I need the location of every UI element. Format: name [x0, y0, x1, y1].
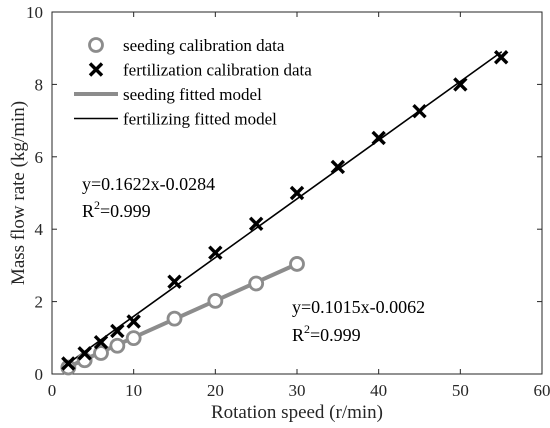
seeding-data-point	[248, 275, 265, 292]
legend-label: fertilization calibration data	[123, 61, 312, 80]
fertilization-data-point	[208, 245, 223, 260]
fertilizing-r2: R2=0.999	[82, 198, 151, 221]
fertilization-data-point	[248, 216, 264, 231]
y-tick-label: 0	[35, 365, 44, 384]
y-tick-label: 2	[35, 293, 44, 312]
annotation-seeding: y=0.1015x-0.0062 R2=0.999	[292, 297, 425, 345]
fertilizing-r2-label: R	[82, 201, 94, 221]
x-tick-label: 20	[207, 381, 224, 400]
annotation-fertilizing: y=0.1622x-0.0284 R2=0.999	[82, 174, 215, 221]
axis-tick-labels: 0 10 20 30 40 50 60 0 2 4 6 8 10	[26, 3, 550, 400]
seeding-data-point	[93, 345, 109, 361]
y-tick-label: 4	[35, 220, 44, 239]
y-tick-label: 10	[26, 3, 43, 22]
fertilization-data-point	[412, 103, 427, 119]
fertilizing-r2-sup: 2	[94, 198, 100, 212]
x-tick-label: 0	[48, 381, 57, 400]
seeding-r2-label: R	[292, 325, 304, 345]
series-layer	[60, 50, 509, 376]
legend-label: seeding fitted model	[123, 85, 262, 104]
fertilization-data-point	[93, 334, 109, 350]
fertilization-data-point	[289, 185, 305, 201]
seeding-r2-value: =0.999	[310, 325, 361, 345]
fertilization-data-point	[371, 130, 386, 146]
fertilization-data-point	[110, 323, 125, 339]
legend-item: fertilizing fitted model	[74, 110, 277, 129]
seeding-r2-sup: 2	[304, 322, 310, 336]
fertilizing-fitted-line	[63, 51, 502, 368]
legend-item: seeding fitted model	[74, 85, 262, 104]
axis-ticks	[51, 11, 543, 375]
x-axis-title: Rotation speed (r/min)	[211, 402, 383, 423]
seeding-data-point	[207, 292, 224, 309]
fertilization-data-point	[453, 77, 468, 92]
y-axis-title: Mass flow rate (kg/min)	[8, 101, 29, 285]
seeding-data-point	[109, 337, 126, 354]
seeding-data-point	[166, 310, 183, 327]
legend-label: fertilizing fitted model	[123, 110, 277, 129]
x-tick-label: 60	[534, 381, 550, 400]
seeding-data-point	[60, 359, 77, 376]
fertilization-data-point	[126, 314, 141, 329]
legend-item: fertilization calibration data	[88, 61, 312, 80]
x-tick-label: 30	[289, 381, 306, 400]
x-tick-label: 40	[370, 381, 387, 400]
legend-x-marker	[88, 62, 104, 77]
fertilization-data-point	[330, 159, 346, 175]
seeding-data-point	[125, 330, 142, 347]
fertilization-data-point	[493, 50, 509, 65]
fertilization-data-point	[77, 346, 92, 361]
legend: seeding calibration data fertilization ca…	[74, 36, 312, 129]
x-tick-label: 10	[125, 381, 142, 400]
x-tick-label: 50	[452, 381, 469, 400]
legend-circle-marker	[88, 37, 104, 53]
legend-item: seeding calibration data	[88, 36, 285, 55]
legend-label: seeding calibration data	[123, 36, 285, 55]
fertilizing-r2-value: =0.999	[100, 201, 151, 221]
fertilization-data-point	[167, 274, 182, 289]
fertilization-data-point	[61, 356, 76, 371]
y-tick-label: 6	[35, 148, 44, 167]
seeding-data-point	[289, 256, 305, 272]
fertilizing-equation: y=0.1622x-0.0284	[82, 174, 215, 194]
seeding-r2: R2=0.999	[292, 322, 361, 345]
seeding-equation: y=0.1015x-0.0062	[292, 297, 425, 317]
y-tick-label: 8	[35, 75, 44, 94]
